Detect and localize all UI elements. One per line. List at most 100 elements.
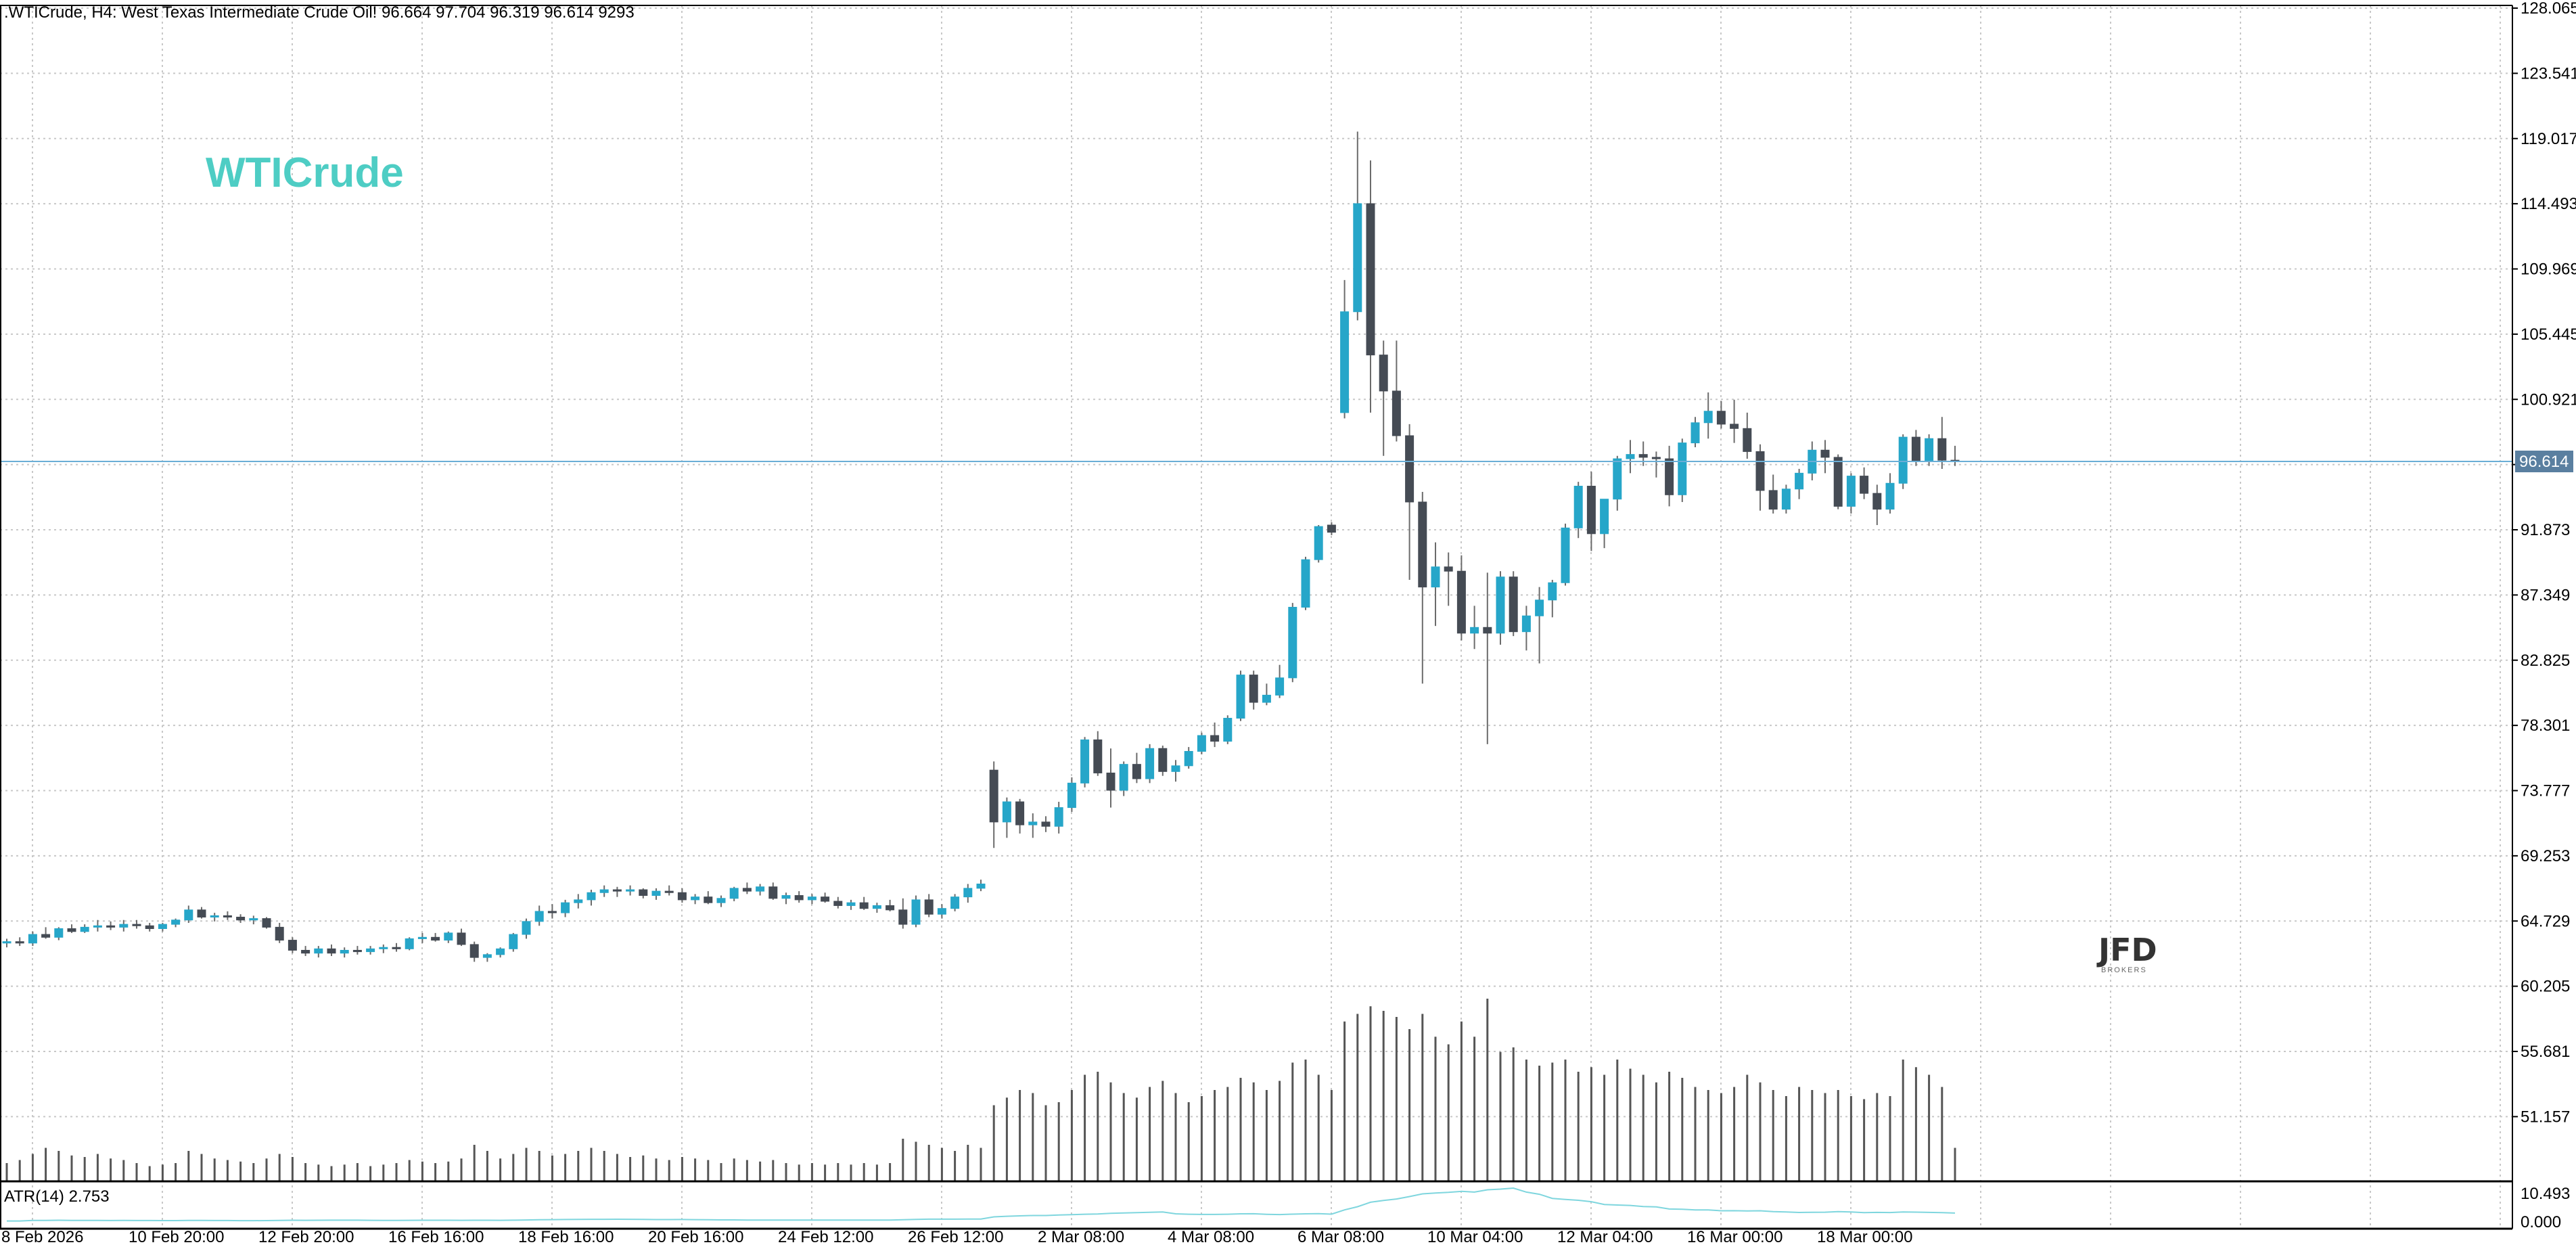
candle-body bbox=[937, 908, 946, 915]
candle-body bbox=[352, 949, 362, 953]
candle-body bbox=[262, 918, 271, 928]
candle bbox=[171, 918, 181, 928]
candle bbox=[1301, 556, 1310, 610]
candle-body bbox=[522, 921, 531, 935]
current-price-badge bbox=[2515, 451, 2573, 473]
candle-body bbox=[2, 941, 12, 944]
y-tick-label: 128.065 bbox=[2521, 0, 2576, 18]
x-tick-label: 18 Mar 00:00 bbox=[1817, 1228, 1912, 1246]
candle bbox=[1444, 552, 1453, 606]
candle-body bbox=[1716, 411, 1726, 425]
y-tick-label: 87.349 bbox=[2521, 586, 2570, 604]
candle bbox=[431, 932, 440, 942]
candle-body bbox=[963, 888, 973, 898]
candle bbox=[1703, 392, 1713, 439]
candle-body bbox=[950, 896, 960, 909]
candle-body bbox=[1781, 489, 1791, 510]
y-tick-label: 64.729 bbox=[2521, 912, 2570, 930]
candle-body bbox=[1119, 764, 1128, 791]
candle bbox=[2, 938, 12, 948]
candle bbox=[1431, 542, 1440, 627]
candle-body bbox=[340, 949, 349, 954]
candle-body bbox=[1379, 355, 1388, 392]
candle bbox=[1795, 468, 1804, 499]
y-tick-label: 69.253 bbox=[2521, 847, 2570, 865]
candle-body bbox=[288, 940, 297, 951]
candle-body bbox=[509, 934, 518, 949]
candle-body bbox=[1236, 675, 1245, 719]
candle-body bbox=[379, 947, 388, 949]
candle-body bbox=[158, 924, 167, 930]
candle-body bbox=[1665, 458, 1674, 495]
candle-body bbox=[1925, 438, 1934, 462]
candle bbox=[1586, 472, 1596, 551]
y-tick-label: 105.445 bbox=[2521, 325, 2576, 344]
candle bbox=[1392, 340, 1401, 442]
candle-body bbox=[301, 949, 310, 954]
candle-body bbox=[1885, 482, 1895, 510]
y-tick-label: 60.205 bbox=[2521, 978, 2570, 996]
x-tick-label: 8 Feb 2026 bbox=[1, 1228, 83, 1246]
candle-body bbox=[1521, 615, 1531, 633]
x-tick-label: 10 Mar 04:00 bbox=[1427, 1228, 1523, 1246]
candle-body bbox=[1431, 566, 1440, 588]
candle bbox=[1015, 798, 1025, 834]
candle bbox=[249, 915, 258, 925]
candle bbox=[457, 928, 466, 947]
candle-body bbox=[392, 947, 401, 949]
candle bbox=[1379, 340, 1388, 456]
candle bbox=[846, 899, 856, 910]
candle-body bbox=[1872, 493, 1882, 510]
x-tick-label: 10 Feb 20:00 bbox=[129, 1228, 224, 1246]
x-tick-label: 16 Feb 16:00 bbox=[388, 1228, 484, 1246]
candle-body bbox=[1080, 739, 1090, 784]
candle-body bbox=[534, 911, 544, 922]
candle-body bbox=[1418, 501, 1427, 588]
candle bbox=[1418, 492, 1427, 684]
candle-body bbox=[716, 898, 726, 903]
candle-body bbox=[1132, 764, 1141, 779]
candle-body bbox=[639, 889, 648, 896]
candle-body bbox=[1586, 486, 1596, 535]
candle-body bbox=[444, 932, 453, 941]
candle-body bbox=[821, 896, 830, 902]
candle-body bbox=[496, 948, 505, 955]
y-tick-label: 73.777 bbox=[2521, 782, 2570, 800]
candle bbox=[1509, 571, 1518, 637]
candle bbox=[1690, 417, 1700, 447]
candle-body bbox=[1898, 436, 1908, 484]
x-tick-label: 24 Feb 12:00 bbox=[778, 1228, 873, 1246]
candle-body bbox=[859, 902, 869, 909]
candle-body bbox=[1535, 599, 1544, 616]
candle-body bbox=[1561, 527, 1570, 583]
candle-body bbox=[1846, 476, 1856, 507]
candle-body bbox=[1690, 422, 1700, 444]
candle bbox=[1223, 715, 1233, 744]
candle-body bbox=[184, 909, 193, 921]
atr-line bbox=[7, 1187, 1956, 1222]
header-symbol: .WTICrude bbox=[4, 3, 83, 22]
candle bbox=[288, 937, 297, 953]
candle-body bbox=[898, 909, 908, 925]
x-tick-label: 16 Mar 00:00 bbox=[1687, 1228, 1782, 1246]
candle bbox=[1210, 722, 1220, 748]
candle-body bbox=[431, 936, 440, 941]
candle-body bbox=[1820, 449, 1830, 458]
candles bbox=[0, 131, 2512, 962]
candle bbox=[1885, 473, 1895, 514]
candle-body bbox=[1340, 311, 1350, 413]
y-tick-label: 82.825 bbox=[2521, 652, 2570, 670]
x-tick-label: 4 Mar 08:00 bbox=[1168, 1228, 1254, 1246]
candle bbox=[651, 888, 661, 900]
candle bbox=[561, 899, 570, 917]
candle bbox=[1937, 417, 1947, 469]
candle-body bbox=[807, 896, 816, 901]
candle-body bbox=[93, 925, 102, 928]
candle-body bbox=[704, 896, 713, 903]
candle bbox=[352, 946, 362, 955]
candle-body bbox=[1145, 748, 1155, 779]
candle-body bbox=[599, 889, 609, 893]
y-tick-label: 78.301 bbox=[2521, 717, 2570, 735]
candle-body bbox=[1366, 203, 1375, 356]
